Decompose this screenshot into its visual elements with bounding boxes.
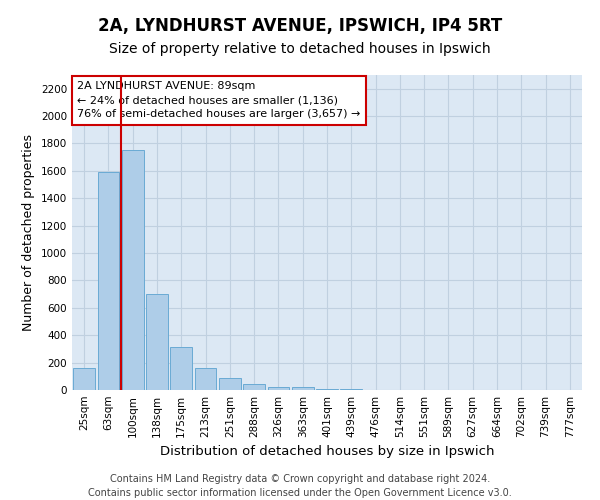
Bar — [316, 388, 338, 390]
Text: Contains HM Land Registry data © Crown copyright and database right 2024.
Contai: Contains HM Land Registry data © Crown c… — [88, 474, 512, 498]
Bar — [292, 388, 314, 390]
Bar — [170, 347, 192, 390]
Bar — [97, 172, 119, 390]
Text: 2A, LYNDHURST AVENUE, IPSWICH, IP4 5RT: 2A, LYNDHURST AVENUE, IPSWICH, IP4 5RT — [98, 18, 502, 36]
Bar — [122, 150, 143, 390]
Bar — [243, 384, 265, 390]
Bar — [219, 378, 241, 390]
Text: Size of property relative to detached houses in Ipswich: Size of property relative to detached ho… — [109, 42, 491, 56]
Bar — [73, 368, 95, 390]
Bar — [194, 368, 217, 390]
Text: 2A LYNDHURST AVENUE: 89sqm
← 24% of detached houses are smaller (1,136)
76% of s: 2A LYNDHURST AVENUE: 89sqm ← 24% of deta… — [77, 82, 361, 120]
Bar — [146, 294, 168, 390]
Bar — [268, 386, 289, 390]
X-axis label: Distribution of detached houses by size in Ipswich: Distribution of detached houses by size … — [160, 446, 494, 458]
Y-axis label: Number of detached properties: Number of detached properties — [22, 134, 35, 331]
